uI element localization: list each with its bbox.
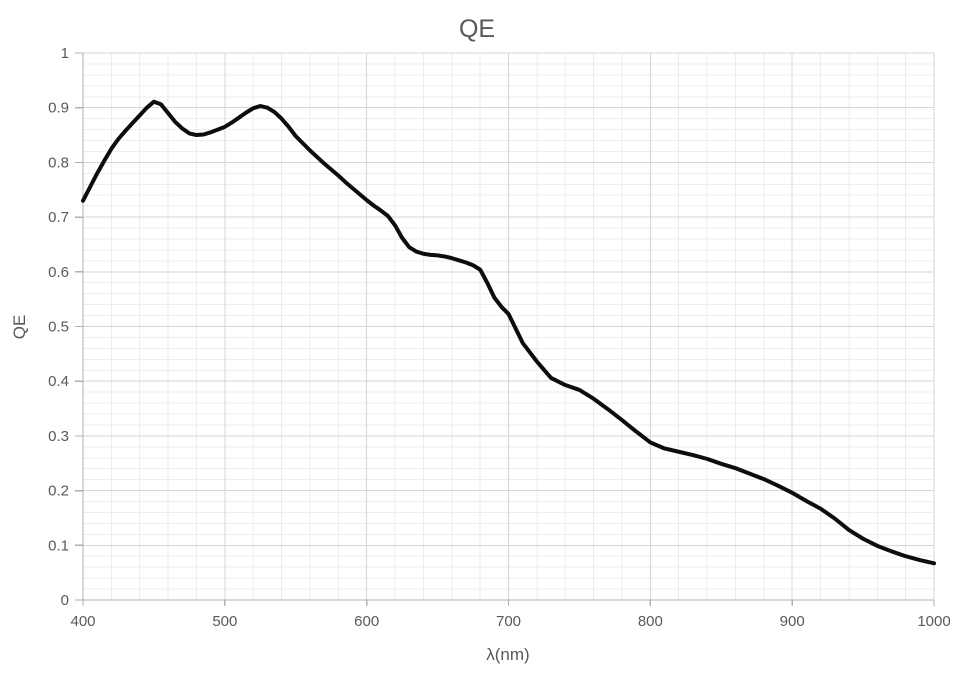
y-tick-label: 1 (61, 45, 69, 62)
y-tick-label: 0.9 (48, 100, 69, 117)
x-tick-label: 700 (496, 613, 521, 630)
x-axis-tick-labels: 400 500 600 700 800 900 1000 (70, 613, 950, 630)
qe-curve (81, 99, 936, 566)
y-tick-label: 0.7 (48, 209, 69, 226)
x-axis-title: λ(nm) (486, 645, 529, 664)
x-tick-label: 800 (638, 613, 663, 630)
x-tick-label: 500 (212, 613, 237, 630)
x-tick-label: 900 (780, 613, 805, 630)
y-tick-label: 0.8 (48, 154, 69, 171)
y-axis-tick-labels: 0 0.1 0.2 0.3 0.4 0.5 0.6 0.7 0.8 0.9 1 (48, 45, 69, 609)
y-tick-label: 0 (61, 592, 69, 609)
x-tick-label: 400 (70, 613, 95, 630)
x-tick-label: 1000 (917, 613, 950, 630)
y-tick-label: 0.3 (48, 428, 69, 445)
y-tick-label: 0.1 (48, 537, 69, 554)
chart-title: QE (459, 15, 495, 43)
y-tick-label: 0.5 (48, 319, 69, 336)
y-tick-label: 0.6 (48, 264, 69, 281)
axis-lines (75, 53, 934, 606)
x-tick-label: 600 (354, 613, 379, 630)
y-tick-label: 0.4 (48, 373, 69, 390)
y-tick-label: 0.2 (48, 483, 69, 500)
series-line-qe (81, 99, 936, 566)
major-gridlines (83, 52, 935, 600)
y-axis-title: QE (10, 315, 29, 340)
tick-marks (75, 52, 935, 606)
